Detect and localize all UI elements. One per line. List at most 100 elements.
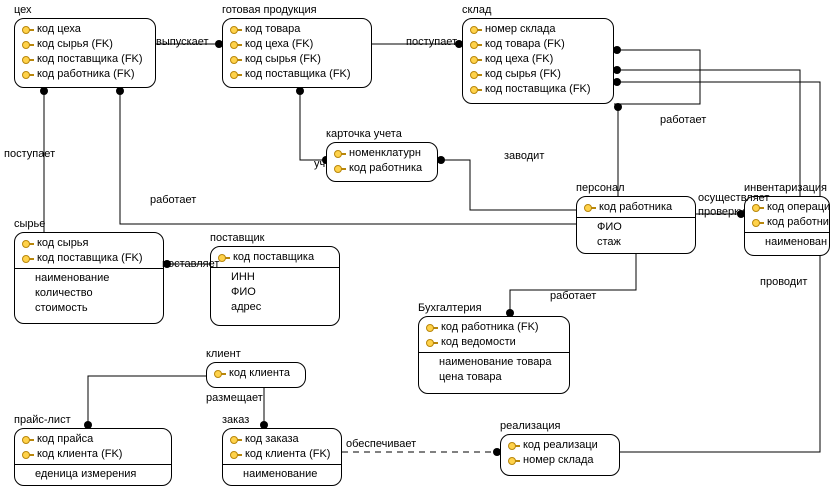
separator <box>223 464 341 465</box>
attribute-label: код товара <box>245 22 300 37</box>
attribute-label: код поставщика (FK) <box>485 82 591 97</box>
attribute-label: код сырья <box>37 236 89 251</box>
key-icon <box>21 449 35 461</box>
attribute-label: код работника <box>349 161 422 176</box>
key-icon <box>229 69 243 81</box>
attribute-label: еденица измерения <box>35 467 136 482</box>
attribute-label: ИНН <box>231 270 255 285</box>
entity-title-personal: персонал <box>576 182 625 194</box>
attribute-label: код поставщика <box>233 250 314 265</box>
key-icon <box>21 238 35 250</box>
cardinality-dot <box>437 156 445 164</box>
key-icon <box>583 202 597 214</box>
key-attribute: код сырья (FK) <box>469 67 607 82</box>
key-attribute: код поставщика (FK) <box>21 251 157 266</box>
separator <box>419 352 569 353</box>
attribute: ИНН <box>217 270 333 285</box>
entity-title-klient: клиент <box>206 348 241 360</box>
key-attribute: код прайса <box>21 432 165 447</box>
separator <box>15 464 171 465</box>
key-icon <box>469 39 483 51</box>
entity-sklad: номер складакод товара (FK)код цеха (FK)… <box>462 18 614 104</box>
relationship-label: уч <box>314 158 325 170</box>
entity-title-syrye: сырье <box>14 218 45 230</box>
entity-tseh: код цехакод сырья (FK)код поставщика (FK… <box>14 18 156 88</box>
attribute: ФИО <box>583 220 689 235</box>
cardinality-dot <box>613 78 621 86</box>
relationship-label: осуществляет <box>698 192 769 204</box>
attribute-label: код работника (FK) <box>37 67 135 82</box>
attribute-label: наименование товара <box>439 355 552 370</box>
key-attribute: номер склада <box>469 22 607 37</box>
entity-bukh: код работника (FK)код ведомостинаименова… <box>418 316 570 394</box>
key-attribute: код работника (FK) <box>21 67 149 82</box>
entity-title-realiz: реализация <box>500 420 560 432</box>
attribute-label: ФИО <box>597 220 622 235</box>
key-icon <box>21 253 35 265</box>
cardinality-dot <box>614 103 622 111</box>
key-attribute: код цеха (FK) <box>229 37 365 52</box>
attribute: наименование товара <box>425 355 563 370</box>
key-attribute: код реализаци <box>507 438 613 453</box>
relationship-line <box>614 82 820 452</box>
relationship-line <box>300 88 326 160</box>
relationship-label: работает <box>150 194 196 206</box>
key-icon <box>229 39 243 51</box>
key-icon <box>229 449 243 461</box>
relationship-line <box>438 160 576 210</box>
key-icon <box>469 24 483 36</box>
relationship-label: работает <box>550 290 596 302</box>
entity-personal: код работника ФИОстаж <box>576 196 696 254</box>
attribute-label: код клиента (FK) <box>37 447 122 462</box>
attribute-label: код работника <box>599 200 672 215</box>
entity-gotov: код товаракод цеха (FK)код сырья (FK)код… <box>222 18 372 88</box>
key-attribute: код сырья <box>21 236 157 251</box>
key-icon <box>21 69 35 81</box>
attribute-label: код заказа <box>245 432 299 447</box>
relationship-line <box>510 254 636 316</box>
key-attribute: код клиента <box>213 366 299 381</box>
attribute-label: код клиента <box>229 366 290 381</box>
entity-zakaz: код заказакод клиента (FK) наименование <box>222 428 342 486</box>
key-attribute: код сырья (FK) <box>229 52 365 67</box>
attribute-label: номенклатурн <box>349 146 421 161</box>
attribute-label: код клиента (FK) <box>245 447 330 462</box>
key-attribute: код клиента (FK) <box>229 447 335 462</box>
entity-invent: код операцикод работнинаименован <box>744 196 830 256</box>
key-attribute: номенклатурн <box>333 146 431 161</box>
relationship-label: размещает <box>206 392 263 404</box>
attribute: стаж <box>583 235 689 250</box>
attribute-label: ФИО <box>231 285 256 300</box>
relationship-label: обеспечивает <box>346 438 416 450</box>
cardinality-dot <box>116 87 124 95</box>
key-attribute: код работни <box>751 215 823 230</box>
entity-title-bukh: Бухгалтерия <box>418 302 482 314</box>
attribute-label: код операци <box>767 200 830 215</box>
cardinality-dot <box>613 66 621 74</box>
relationship-label: заводит <box>504 150 544 162</box>
key-attribute: код сырья (FK) <box>21 37 149 52</box>
key-icon <box>507 440 521 452</box>
entity-title-sklad: склад <box>462 4 491 16</box>
key-attribute: код поставщика (FK) <box>229 67 365 82</box>
attribute-label: наименование <box>243 467 317 482</box>
attribute-label: номер склада <box>485 22 556 37</box>
key-icon <box>751 217 765 229</box>
key-icon <box>507 455 521 467</box>
key-icon <box>21 24 35 36</box>
separator <box>745 232 829 233</box>
key-icon <box>425 322 439 334</box>
entity-title-kartochka: карточка учета <box>326 128 402 140</box>
key-icon <box>469 84 483 96</box>
key-attribute: код цеха <box>21 22 149 37</box>
attribute-label: стаж <box>597 235 621 250</box>
key-attribute: код поставщика (FK) <box>21 52 149 67</box>
separator <box>15 268 163 269</box>
key-attribute: код заказа <box>229 432 335 447</box>
attribute: цена товара <box>425 370 563 385</box>
relationship-label: поступает <box>406 36 457 48</box>
relationship-label: работает <box>660 114 706 126</box>
attribute: наименование <box>21 271 157 286</box>
relationship-label: поступает <box>4 148 55 160</box>
cardinality-dot <box>613 46 621 54</box>
